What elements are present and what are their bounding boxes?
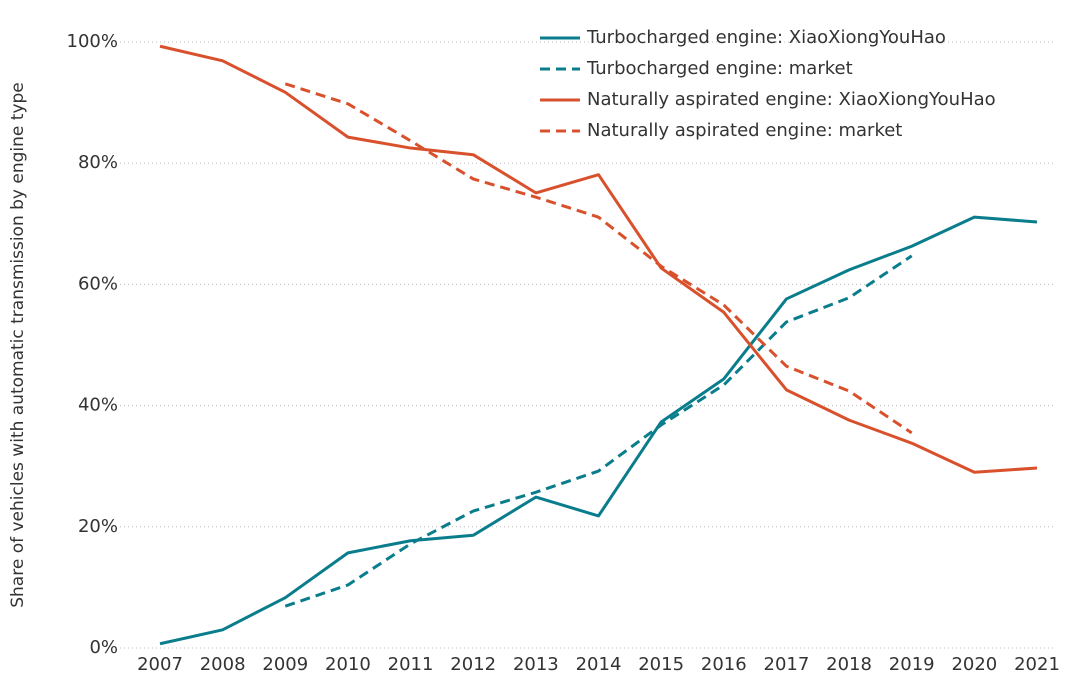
y-tick-label: 80% [78,152,118,173]
y-tick-label: 0% [89,637,118,658]
series-line [159,44,1038,474]
y-axis-label: Share of vehicles with automatic transmi… [8,82,28,608]
x-tick-label: 2007 [137,654,183,675]
legend-label: Naturally aspirated engine: market [587,120,902,141]
x-tick-label: 2010 [325,654,371,675]
x-tick-label: 2014 [576,654,622,675]
series-line [159,215,1038,646]
y-tick-label: 60% [78,273,118,294]
x-tick-label: 2021 [1014,654,1060,675]
x-tick-label: 2011 [388,654,434,675]
series-line [284,254,913,608]
x-tick-label: 2012 [450,654,496,675]
x-tick-label: 2019 [889,654,935,675]
legend-label: Naturally aspirated engine: XiaoXiongYou… [587,89,996,110]
x-tick-label: 2020 [951,654,997,675]
legend-label: Turbocharged engine: market [586,58,853,79]
x-tick-label: 2009 [262,654,308,675]
series-line [284,82,913,435]
legend-label: Turbocharged engine: XiaoXiongYouHao [586,27,946,48]
y-tick-label: 40% [78,395,118,416]
x-tick-label: 2008 [200,654,246,675]
x-tick-label: 2013 [513,654,559,675]
y-tick-label: 20% [78,516,118,537]
x-tick-label: 2015 [638,654,684,675]
x-tick-label: 2017 [764,654,810,675]
x-tick-label: 2018 [826,654,872,675]
x-tick-label: 2016 [701,654,747,675]
y-tick-label: 100% [67,31,118,52]
